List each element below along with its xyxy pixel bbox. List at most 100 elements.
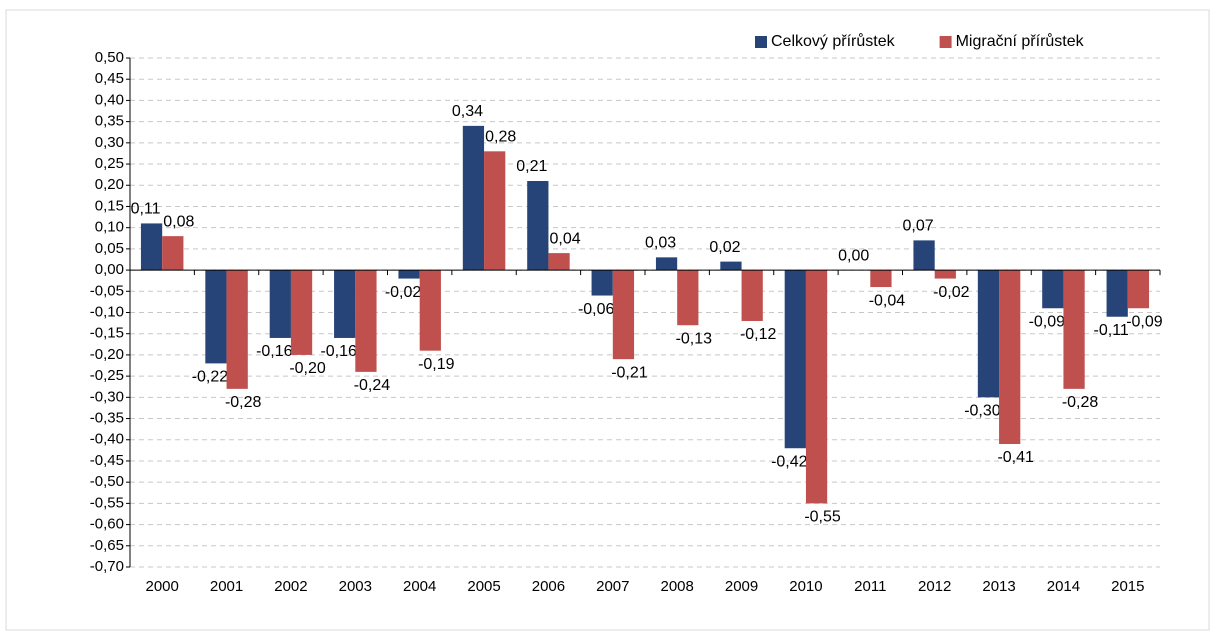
bar [934,270,956,279]
bar [205,270,227,364]
data-label: 0,00 [838,247,869,264]
bar [784,270,806,449]
bar [805,270,828,504]
data-label: -0,22 [192,369,229,386]
data-label: 0,28 [485,129,516,146]
x-tick-label: 2002 [274,578,307,595]
data-label: 0,21 [516,158,547,175]
data-label: -0,13 [676,330,713,347]
bar [1106,270,1128,317]
data-label: 0,11 [131,201,161,218]
bar [741,270,763,321]
bar [355,270,377,372]
y-tick-label: -0,15 [90,325,124,342]
y-tick-label: 0,05 [95,240,124,257]
x-tick-label: 2008 [661,578,694,595]
data-label: -0,24 [354,377,391,394]
data-label: -0,02 [933,284,970,301]
bar [419,270,441,351]
data-label: 0,07 [902,218,933,235]
bar [870,270,892,288]
y-tick-label: -0,05 [90,282,124,299]
data-label: -0,16 [256,343,293,360]
data-label: -0,09 [1126,313,1163,330]
bar [548,253,570,271]
bar [999,270,1021,444]
y-tick-label: -0,45 [90,452,124,469]
data-label: -0,21 [611,364,648,381]
bar [484,151,506,271]
bar [977,270,1000,398]
data-label: 0,03 [645,235,676,252]
x-tick-label: 2013 [982,578,1015,595]
data-label: -0,28 [225,394,262,411]
legend-swatch [939,36,952,48]
x-tick-label: 2011 [854,578,886,595]
y-tick-label: 0,50 [95,49,124,66]
bar [655,257,678,271]
data-label: -0,42 [771,453,808,470]
bar [913,240,935,271]
x-tick-label: 2007 [596,578,629,595]
x-tick-label: 2010 [789,578,822,595]
bar [269,270,291,338]
legend-swatch [755,36,767,48]
x-tick-label: 2009 [725,578,758,595]
x-tick-label: 2015 [1111,578,1144,595]
data-label: -0,20 [289,360,326,377]
data-label: -0,19 [418,356,455,373]
y-tick-label: 0,25 [95,155,124,172]
x-tick-label: 2001 [210,578,243,595]
data-label: 0,34 [452,103,483,120]
bar [612,270,635,360]
x-tick-label: 2000 [146,578,179,595]
x-tick-label: 2003 [339,578,372,595]
data-label: 0,02 [709,239,740,256]
data-label: -0,28 [1062,394,1099,411]
data-label: 0,08 [163,213,194,230]
data-label: -0,55 [804,509,841,526]
x-tick-label: 2014 [1047,578,1080,595]
y-tick-label: -0,55 [90,494,124,511]
y-tick-label: -0,40 [90,431,124,448]
y-tick-label: -0,35 [90,410,124,427]
y-tick-label: 0,35 [95,113,124,130]
bar [720,261,742,271]
bar [527,181,549,271]
y-tick-label: -0,60 [90,516,124,533]
bar [140,223,163,271]
legend-label: Celkový přírůstek [771,32,896,50]
bar [1127,270,1150,309]
bar [398,270,420,279]
y-tick-label: -0,50 [90,473,124,490]
y-tick-label: -0,65 [90,537,124,554]
bar [162,236,184,271]
data-label: -0,30 [964,403,1001,420]
bar [677,270,699,326]
legend-label: Migrační přírůstek [956,32,1085,50]
data-label: -0,16 [320,343,357,360]
y-tick-label: -0,30 [90,388,124,405]
x-tick-label: 2004 [403,578,436,595]
data-label: -0,11 [1094,322,1129,339]
x-tick-label: 2005 [467,578,500,595]
y-tick-label: 0,30 [95,134,124,151]
y-tick-label: 0,45 [95,70,124,87]
bar [226,270,248,389]
y-tick-label: -0,10 [90,303,124,320]
y-tick-label: 0,10 [95,219,124,236]
bar [290,270,313,355]
bar [1063,270,1085,389]
y-tick-label: 0,15 [95,197,124,214]
bar [591,270,613,296]
x-tick-label: 2012 [918,578,951,595]
bar [334,270,356,338]
y-tick-label: -0,20 [90,346,124,363]
y-tick-label: -0,25 [90,367,124,384]
data-label: -0,41 [997,449,1034,466]
bar [1042,270,1064,309]
y-tick-label: 0,00 [95,261,124,278]
y-tick-label: 0,20 [95,176,124,193]
bar [462,125,485,271]
